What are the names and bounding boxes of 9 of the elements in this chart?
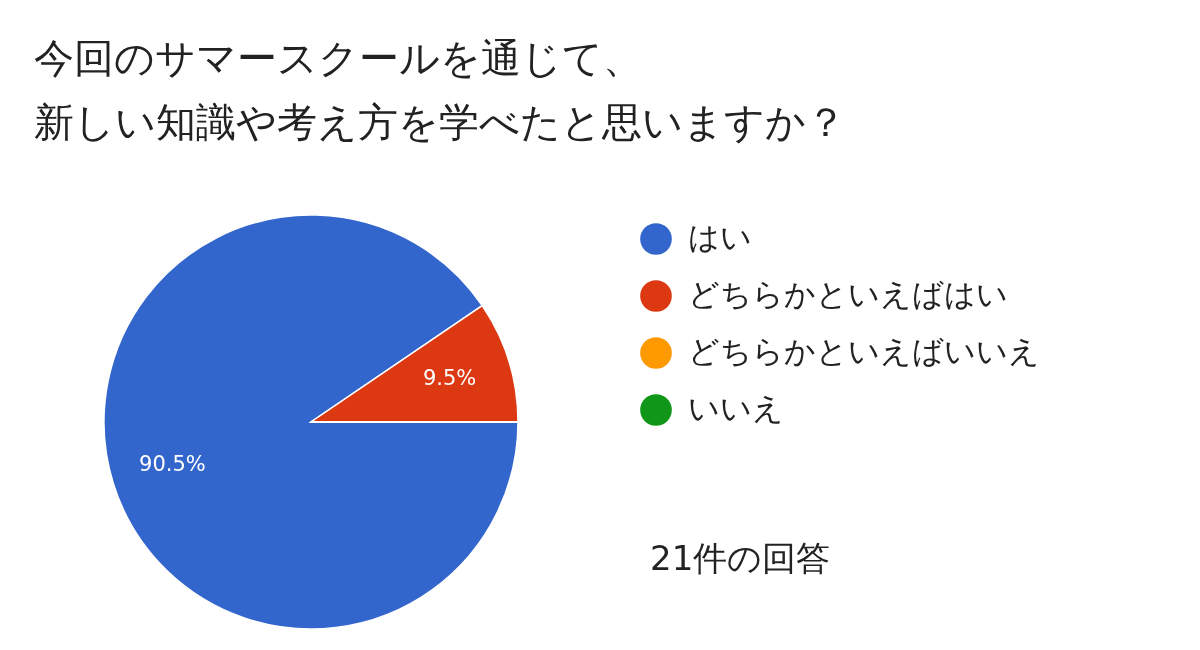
pie-slice: [103, 214, 519, 630]
data-label: 90.5%: [139, 451, 206, 476]
text: 21件の回答: [650, 538, 831, 578]
legend-label: いいえ: [688, 390, 784, 426]
chart-title: 今回のサマースクールを通じて、新しい知識や考え方を学べたと思いますか？: [34, 35, 846, 145]
legend-label: どちらかといえばはい: [688, 276, 1008, 312]
data-label: 9.5%: [422, 366, 477, 391]
legend-label: はい: [688, 219, 752, 255]
legend-label: どちらかといえばいいえ: [688, 333, 1040, 369]
